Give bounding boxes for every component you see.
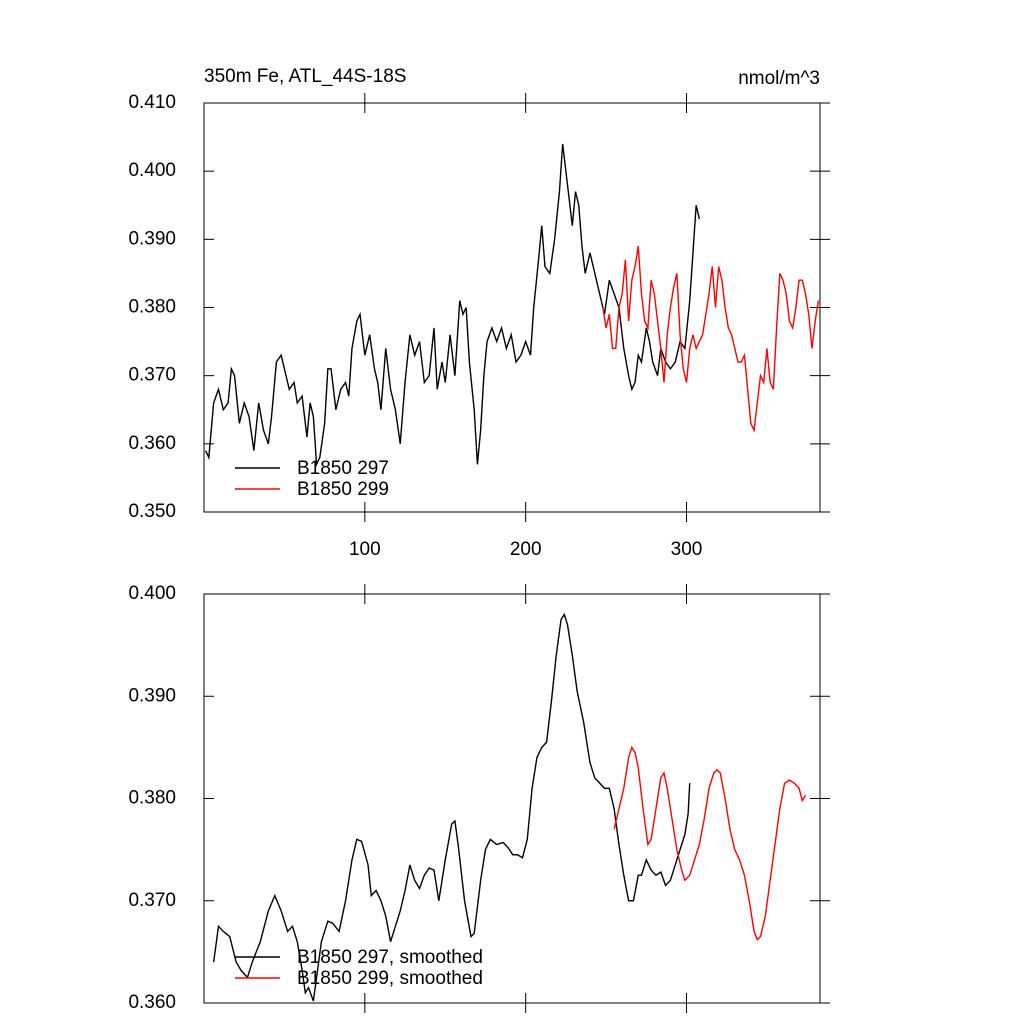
data-line <box>613 745 807 941</box>
y-tick-label: 0.390 <box>128 685 176 706</box>
y-tick-label: 0.390 <box>128 228 176 249</box>
y-tick-label: 0.360 <box>128 992 176 1013</box>
y-tick-label: 0.370 <box>128 890 176 911</box>
legend-label: B1850 299 <box>297 479 389 500</box>
y-tick-label: 0.380 <box>128 297 176 318</box>
units-label: nmol/m^3 <box>738 68 820 89</box>
y-tick-label: 0.400 <box>128 583 176 604</box>
legend-label: B1850 299, smoothed <box>297 968 483 989</box>
y-tick-label: 0.380 <box>128 788 176 809</box>
x-tick-label: 300 <box>671 539 703 560</box>
data-line <box>204 143 701 468</box>
data-line <box>212 612 691 1002</box>
x-tick-label: 200 <box>510 539 542 560</box>
chart-title: 350m Fe, ATL_44S-18S <box>204 66 406 87</box>
data-line <box>602 246 820 433</box>
y-tick-label: 0.350 <box>128 501 176 522</box>
y-tick-label: 0.370 <box>128 365 176 386</box>
y-tick-label: 0.410 <box>128 92 176 113</box>
y-tick-label: 0.400 <box>128 160 176 181</box>
y-tick-label: 0.360 <box>128 433 176 454</box>
legend-label: B1850 297, smoothed <box>297 947 483 968</box>
x-tick-label: 100 <box>349 539 381 560</box>
legend-label: B1850 297 <box>297 458 389 479</box>
